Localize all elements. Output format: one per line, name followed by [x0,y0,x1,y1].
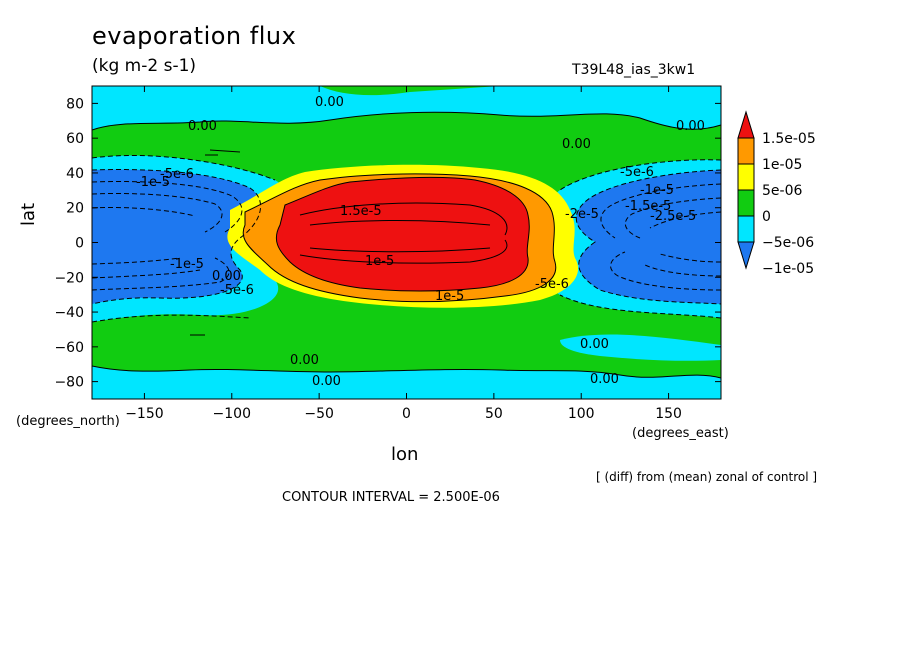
y-tick-label: −80 [54,375,84,391]
band-slight-negative [92,366,721,399]
colorbar-segment [737,215,755,243]
colorbar-label: 5e-06 [762,183,802,199]
y-tick-label: −40 [54,305,84,321]
contour-label: 1e-5 [435,289,464,304]
contour-label: 0.00 [312,374,341,389]
chart-title: evaporation flux [92,22,297,50]
colorbar-label: 1e-05 [762,157,802,173]
colorbar-arrow-bottom [737,241,755,270]
contour-interval: CONTOUR INTERVAL = 2.500E-06 [282,490,500,505]
x-tick-label: −100 [213,406,251,422]
contour-label: 0.00 [580,337,609,352]
colorbar-label: 0 [762,209,771,225]
colorbar-label: 1.5e-05 [762,131,816,147]
colorbar-label: −5e-06 [762,235,814,251]
contour-label: 0.00 [290,353,319,368]
contour-label: -2e-5 [565,207,599,222]
contour-label: -1e-5 [136,175,170,190]
x-tick-label: −50 [304,406,334,422]
contour-label: 0.00 [590,372,619,387]
dashed-contours [92,154,721,323]
contour-label: 0.00 [315,95,344,110]
x-tick-label: 0 [402,406,411,422]
contour-label: 0.00 [212,269,241,284]
band-slight-negative [92,86,721,130]
y-tick-label: 60 [66,131,84,147]
contour-lines [92,111,721,379]
y-tick-label: 80 [66,96,84,112]
contour-labels: 0.000.00 0.000.000.000.000.000.000.00-5e-… [136,95,705,389]
y-tick-label: 20 [66,201,84,217]
contour-label: -2.5e-5 [650,209,696,224]
y-axis-label: lat [18,202,39,226]
contour-label: 0.00 [562,137,591,152]
x-tick-label: −150 [125,406,163,422]
filled-contours [92,86,721,399]
diff-note: [ (diff) from (mean) zonal of control ] [596,470,818,484]
contour-label: 1.5e-5 [340,204,382,219]
chart-units: (kg m-2 s-1) [92,56,197,76]
contour-label: 0.00 [188,119,217,134]
dataset-label: T39L48_ias_3kw1 [572,62,696,78]
x-axis-label: lon [391,444,419,465]
contour-label: -1.5e-5 [625,199,671,214]
contour-label: 0.00 [676,119,705,134]
contour-label: -1e-5 [170,257,204,272]
colorbar-arrow-top [737,110,755,139]
colorbar-segment [737,137,755,165]
band-high-positive [276,177,530,291]
band-negative [92,169,261,304]
contour-label: -5e-6 [535,277,569,292]
x-tick-label: 150 [655,406,682,422]
axis-ticks: −150 −100 −50 0 50 100 150 80 60 40 20 0 −20 −40 −60 −8… [54,86,721,422]
contour-label: -1e-5 [640,183,674,198]
band-slight-negative [560,334,721,361]
y-tick-label: 0 [75,236,84,252]
y-units-label: (degrees_north) [16,414,120,429]
colorbar-segment [737,163,755,191]
colorbar-label: −1e-05 [762,261,814,277]
contour-label: -5e-6 [620,165,654,180]
y-tick-label: −60 [54,340,84,356]
contour-label: -5e-6 [220,283,254,298]
colorbar: 1.5e-05 1e-05 5e-06 0 −5e-06 −1e-05 [737,110,816,277]
x-units-label: (degrees_east) [632,426,729,441]
x-tick-label: 50 [485,406,503,422]
colorbar-segment [737,189,755,217]
contour-label: 1e-5 [365,254,394,269]
y-tick-label: 40 [66,166,84,182]
contour-label: -5e-6 [160,167,194,182]
x-tick-label: 100 [568,406,595,422]
y-tick-label: −20 [54,270,84,286]
